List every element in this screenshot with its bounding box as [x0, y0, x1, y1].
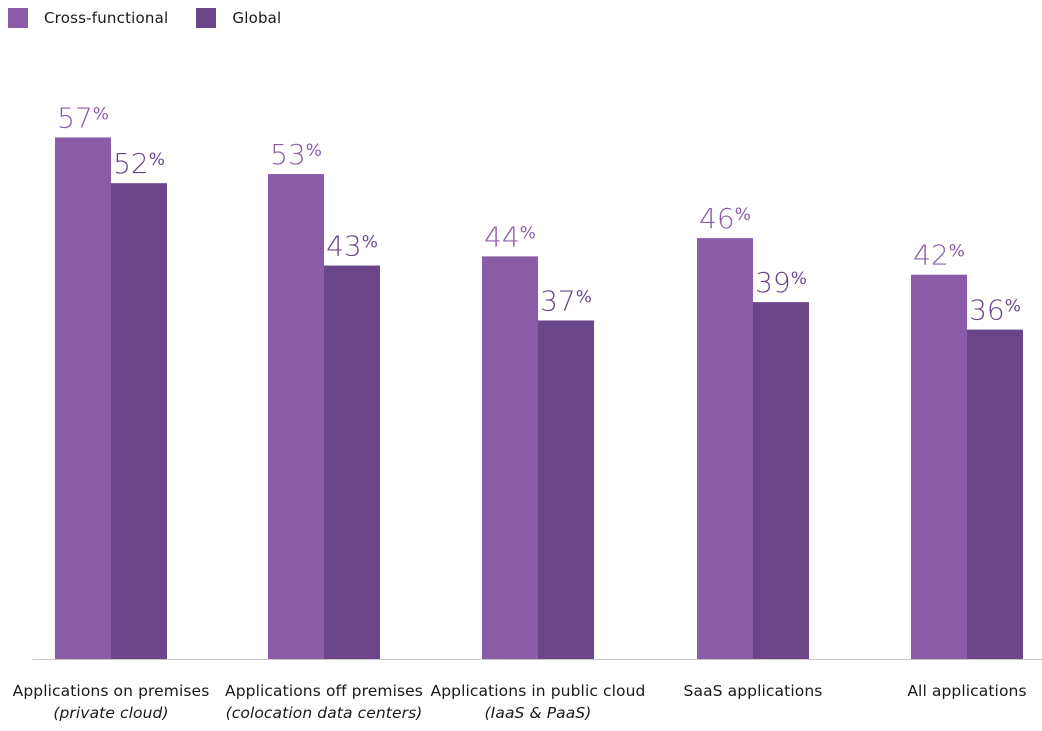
- data-label-global-2: 37%: [540, 284, 592, 317]
- chart-legend: Cross-functional Global: [8, 6, 309, 30]
- data-label-cross-functional-3: 46%: [699, 202, 751, 235]
- data-label-cross-functional-0: 57%: [57, 101, 109, 134]
- bar-cross-functional-3: [697, 238, 753, 659]
- data-label-global-4: 36%: [969, 294, 1021, 327]
- legend-item-global: Global: [196, 8, 281, 28]
- legend-swatch-global: [196, 8, 217, 28]
- bar-global-4: [967, 329, 1023, 659]
- category-label-public-cloud: Applications in public cloud (IaaS & Paa…: [423, 680, 653, 724]
- data-label-global-3: 39%: [755, 266, 807, 299]
- category-label-sub: (IaaS & PaaS): [484, 704, 592, 722]
- category-label-saas: SaaS applications: [638, 680, 868, 702]
- category-label-main: All applications: [907, 682, 1027, 700]
- data-label-cross-functional-2: 44%: [484, 220, 536, 253]
- bar-cross-functional-1: [268, 174, 324, 660]
- category-label-main: Applications off premises: [225, 682, 423, 700]
- bar-global-2: [538, 320, 594, 659]
- category-label-sub: (private cloud): [53, 704, 169, 722]
- bar-global-3: [753, 302, 809, 659]
- legend-label-cross-functional: Cross-functional: [44, 9, 169, 27]
- data-label-global-1: 43%: [326, 230, 378, 263]
- category-label-off-premises: Applications off premises (colocation da…: [209, 680, 439, 724]
- bar-cross-functional-0: [55, 137, 111, 659]
- category-label-main: Applications on premises: [12, 682, 210, 700]
- category-label-sub: (colocation data centers): [225, 704, 423, 722]
- data-label-cross-functional-4: 42%: [913, 239, 965, 272]
- legend-item-cross-functional: Cross-functional: [8, 8, 168, 28]
- data-label-global-0: 52%: [113, 147, 165, 180]
- legend-swatch-cross-functional: [8, 8, 28, 28]
- category-label-all: All applications: [852, 680, 1042, 702]
- category-label-main: Applications in public cloud: [430, 682, 646, 700]
- bar-cross-functional-2: [482, 256, 538, 659]
- bar-global-1: [324, 265, 380, 659]
- category-label-main: SaaS applications: [683, 682, 823, 700]
- bar-cross-functional-4: [911, 274, 967, 659]
- data-label-cross-functional-1: 53%: [270, 138, 322, 171]
- legend-label-global: Global: [232, 9, 282, 27]
- category-label-on-premises: Applications on premises (private cloud): [0, 680, 226, 724]
- bar-global-0: [111, 183, 167, 659]
